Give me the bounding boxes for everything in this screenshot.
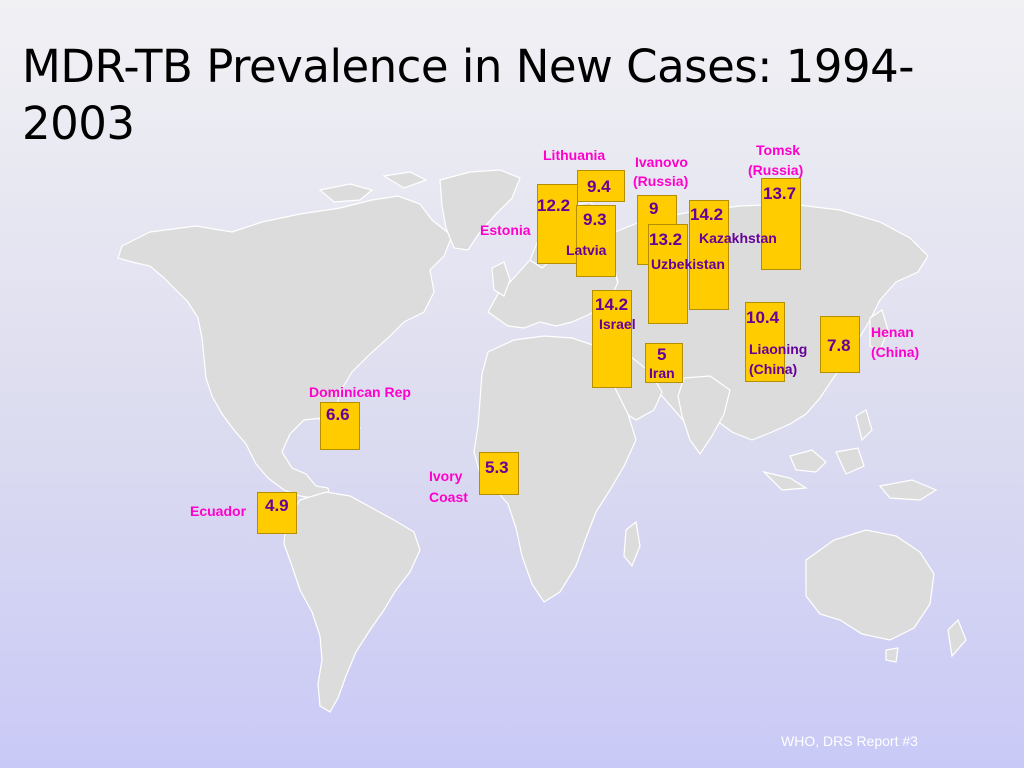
label-henan-line2: (China) <box>871 344 920 360</box>
slide-title: MDR-TB Prevalence in New Cases: 1994-200… <box>22 40 914 150</box>
value-ivanovo: 9 <box>649 199 659 218</box>
se-asia-islands <box>762 409 938 501</box>
box-kazakhstan <box>689 200 729 310</box>
uk-landmass <box>491 261 511 297</box>
label-iran: Iran <box>649 365 675 381</box>
india-landmass <box>677 375 731 456</box>
label-ivory-line1: Ivory <box>429 468 463 484</box>
box-liaoning <box>745 302 785 382</box>
value-estonia: 12.2 <box>537 196 571 215</box>
value-dominican: 6.6 <box>326 405 350 424</box>
source-citation: WHO, DRS Report #3 <box>781 733 918 749</box>
label-liaoning-line1: Liaoning <box>749 341 808 357</box>
label-estonia: Estonia <box>480 222 531 238</box>
value-ivory-coast: 5.3 <box>485 458 509 477</box>
japan-landmass <box>869 309 889 351</box>
arctic-islands <box>318 171 428 203</box>
label-israel: Israel <box>599 316 636 332</box>
label-ecuador: Ecuador <box>190 503 247 519</box>
north-america-landmass <box>117 195 453 499</box>
label-ivanovo-line2: (Russia) <box>633 173 689 189</box>
box-uzbekistan <box>648 224 688 324</box>
value-israel: 14.2 <box>595 295 629 314</box>
south-america-landmass <box>283 491 421 713</box>
label-ivory-line2: Coast <box>429 489 468 505</box>
label-liaoning-line2: (China) <box>749 361 798 377</box>
greenland-landmass <box>439 169 521 251</box>
label-henan-line1: Henan <box>871 324 914 340</box>
value-henan: 7.8 <box>827 336 851 355</box>
label-latvia: Latvia <box>566 242 607 258</box>
label-tomsk-line1: Tomsk <box>756 142 801 158</box>
value-lithuania: 9.4 <box>587 177 611 196</box>
value-ecuador: 4.9 <box>265 496 289 515</box>
label-tomsk-line2: (Russia) <box>748 162 804 178</box>
box-latvia <box>576 205 616 277</box>
value-uzbekistan: 13.2 <box>649 230 683 249</box>
value-liaoning: 10.4 <box>746 308 780 327</box>
value-latvia: 9.3 <box>583 210 607 229</box>
label-kazakhstan: Kazakhstan <box>699 230 777 246</box>
value-kazakhstan: 14.2 <box>690 205 724 224</box>
value-tomsk: 13.7 <box>763 184 797 203</box>
label-lithuania: Lithuania <box>543 147 606 163</box>
box-ivory-coast <box>479 452 519 495</box>
box-dominican <box>320 402 360 450</box>
box-ecuador <box>257 492 297 534</box>
box-tomsk <box>761 178 801 270</box>
label-dominican: Dominican Rep <box>309 384 411 400</box>
box-iran <box>645 343 683 383</box>
label-uzbekistan: Uzbekistan <box>651 256 725 272</box>
box-lithuania <box>577 170 625 202</box>
box-henan <box>820 316 860 373</box>
australia-landmass <box>805 529 935 641</box>
label-ivanovo-line1: Ivanovo <box>635 154 688 170</box>
madagascar-landmass <box>623 520 641 568</box>
value-iran: 5 <box>657 345 667 364</box>
nz-landmass <box>885 618 967 663</box>
box-israel <box>592 290 632 388</box>
